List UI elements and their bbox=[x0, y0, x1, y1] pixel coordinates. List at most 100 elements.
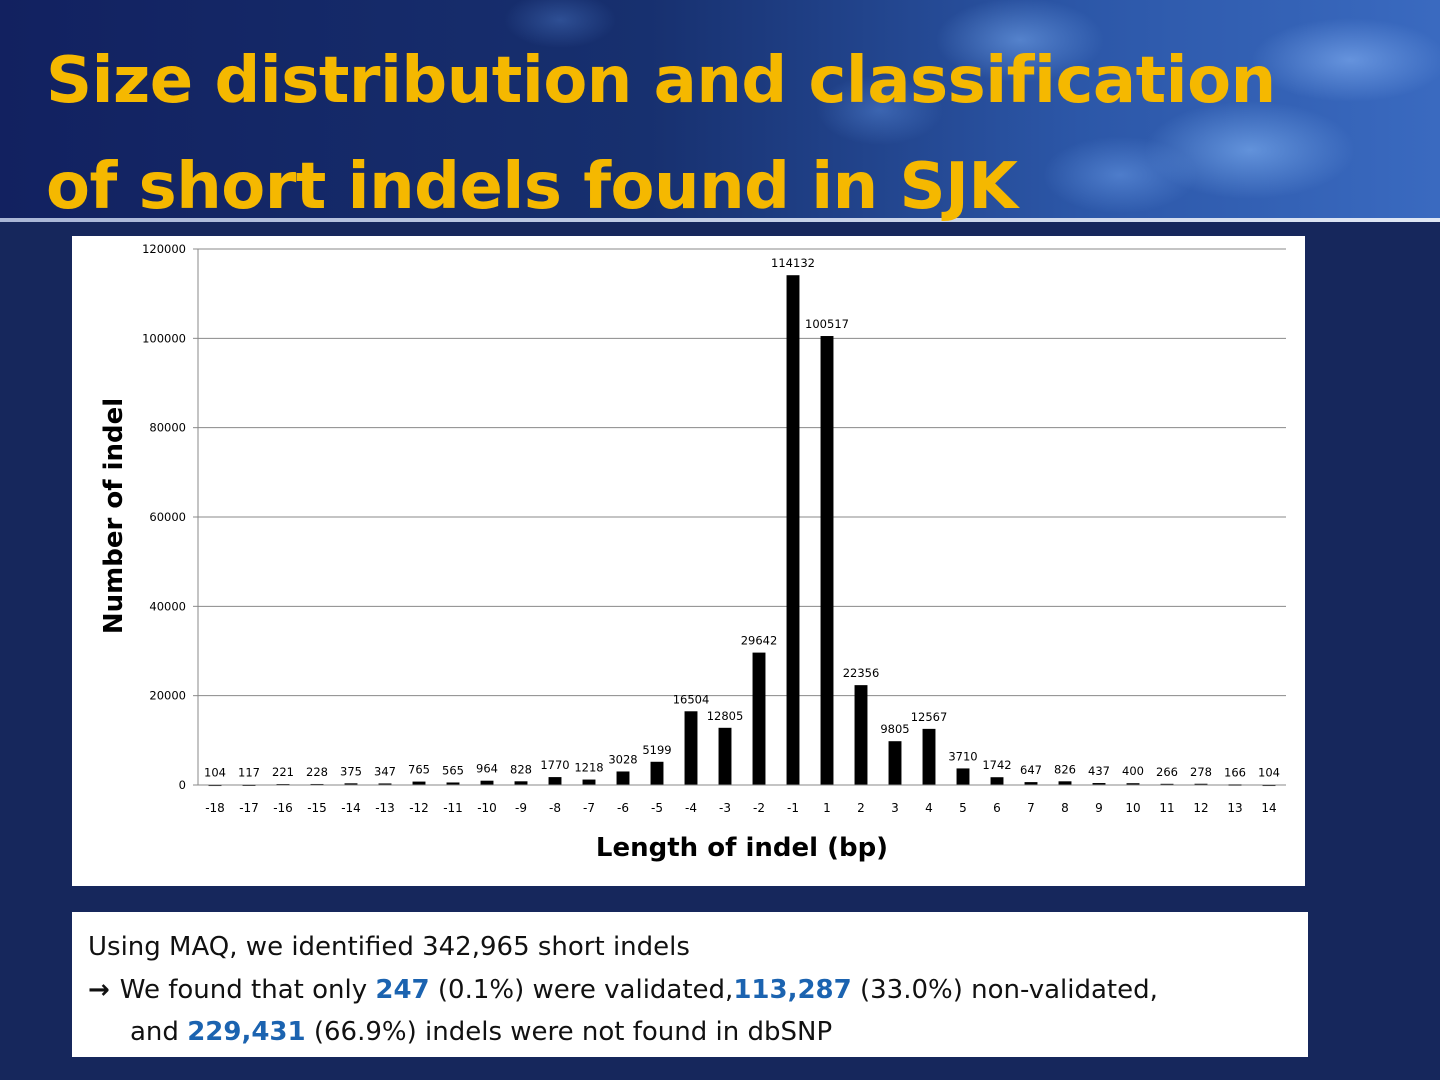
summary-line-2: → We found that only 247 (0.1%) were vali… bbox=[88, 969, 1292, 1012]
x-tick-label: -5 bbox=[651, 801, 663, 815]
bar bbox=[582, 779, 596, 785]
validated-count: 247 bbox=[375, 974, 430, 1005]
x-tick-label: 5 bbox=[959, 801, 967, 815]
data-label: 347 bbox=[374, 764, 396, 778]
bar bbox=[922, 728, 936, 785]
x-tick-label: 12 bbox=[1193, 801, 1208, 815]
banner-divider bbox=[0, 218, 1440, 222]
bar bbox=[412, 781, 426, 785]
x-tick-label: -4 bbox=[685, 801, 697, 815]
bar bbox=[616, 771, 630, 785]
bar bbox=[514, 781, 528, 785]
bar bbox=[752, 652, 766, 785]
y-tick-label: 20000 bbox=[149, 689, 186, 703]
data-label: 278 bbox=[1190, 765, 1212, 779]
x-tick-label: 11 bbox=[1159, 801, 1174, 815]
x-tick-label: 13 bbox=[1227, 801, 1242, 815]
bar bbox=[888, 741, 902, 785]
title-line-2: of short indels found in SJK bbox=[46, 150, 1018, 224]
bar bbox=[990, 777, 1004, 785]
summary-text-b: (0.1%) were validated, bbox=[429, 974, 734, 1005]
x-tick-label: -6 bbox=[617, 801, 629, 815]
bar bbox=[446, 782, 460, 785]
data-label: 104 bbox=[204, 766, 226, 780]
data-label: 228 bbox=[306, 765, 328, 779]
data-label: 9805 bbox=[880, 722, 909, 736]
data-labels: 104 117 221 228 375 347 765 565 964 828 1770 1218 30… bbox=[204, 256, 1280, 779]
y-tick-label: 100000 bbox=[142, 331, 186, 345]
x-tick-label: -9 bbox=[515, 801, 527, 815]
summary-box: Using MAQ, we identified 342,965 short i… bbox=[72, 912, 1308, 1057]
data-label: 12567 bbox=[911, 710, 948, 724]
data-label: 437 bbox=[1088, 764, 1110, 778]
grid-lines bbox=[193, 248, 1286, 786]
data-label: 826 bbox=[1054, 762, 1076, 776]
x-tick-label: -11 bbox=[443, 801, 463, 815]
x-tick-label: -14 bbox=[341, 801, 361, 815]
x-tick-label: -2 bbox=[753, 801, 765, 815]
summary-text-a: We found that only bbox=[119, 974, 376, 1005]
y-tick-label: 120000 bbox=[142, 242, 186, 256]
bar bbox=[1092, 783, 1106, 785]
data-label: 22356 bbox=[843, 666, 880, 680]
x-tick-label: 2 bbox=[857, 801, 865, 815]
y-tick-labels: 0 20000 40000 60000 80000 100000 120000 bbox=[142, 242, 186, 792]
y-tick-label: 40000 bbox=[149, 599, 186, 613]
data-label: 12805 bbox=[707, 709, 744, 723]
arrow-icon: → bbox=[88, 974, 110, 1005]
data-label: 3028 bbox=[608, 752, 637, 766]
bar bbox=[650, 761, 664, 785]
nonvalidated-count: 113,287 bbox=[733, 974, 852, 1005]
x-axis-label: Length of indel (bp) bbox=[596, 833, 888, 863]
title-line-1: Size distribution and classification bbox=[46, 44, 1276, 118]
x-tick-label: 7 bbox=[1027, 801, 1035, 815]
x-tick-label: -15 bbox=[307, 801, 327, 815]
x-tick-label: -18 bbox=[205, 801, 225, 815]
chart-panel: 104 117 221 228 375 347 765 565 964 828 1770 1218 30… bbox=[72, 236, 1305, 886]
bar bbox=[480, 780, 494, 785]
bar bbox=[1058, 781, 1072, 785]
data-label: 3710 bbox=[948, 749, 977, 763]
y-axis-label: Number of indel bbox=[99, 398, 129, 634]
x-tick-label: 1 bbox=[823, 801, 831, 815]
data-label: 1218 bbox=[574, 761, 603, 775]
x-tick-label: -16 bbox=[273, 801, 293, 815]
y-tick-label: 80000 bbox=[149, 421, 186, 435]
x-tick-label: -12 bbox=[409, 801, 429, 815]
x-tick-label: 9 bbox=[1095, 801, 1103, 815]
header-banner bbox=[0, 0, 1440, 222]
data-label: 1742 bbox=[982, 758, 1011, 772]
data-label: 1770 bbox=[540, 758, 569, 772]
y-tick-label: 0 bbox=[179, 778, 186, 792]
data-label: 647 bbox=[1020, 763, 1042, 777]
summary-line-3: and 229,431 (66.9%) indels were not foun… bbox=[88, 1011, 1292, 1054]
data-label: 565 bbox=[442, 763, 464, 777]
data-label: 16504 bbox=[673, 692, 710, 706]
bar bbox=[684, 711, 698, 785]
data-label: 375 bbox=[340, 764, 362, 778]
data-label: 117 bbox=[238, 765, 260, 779]
data-label: 114132 bbox=[771, 256, 815, 270]
bar bbox=[548, 777, 562, 785]
x-tick-label: 10 bbox=[1125, 801, 1140, 815]
x-tick-label: 14 bbox=[1261, 801, 1276, 815]
bar bbox=[956, 768, 970, 785]
x-tick-labels: -18 -17 -16 -15 -14 -13 -12 -11 -10 -9 -8 -7 -6 -5 -4-… bbox=[205, 801, 1276, 815]
data-label: 29642 bbox=[741, 634, 778, 648]
y-tick-label: 60000 bbox=[149, 510, 186, 524]
summary-text-c: (33.0%) non-validated, bbox=[851, 974, 1158, 1005]
x-tick-label: -1 bbox=[787, 801, 799, 815]
summary-line-1: Using MAQ, we identified 342,965 short i… bbox=[88, 932, 690, 962]
summary-text-e: (66.9%) indels were not found in dbSNP bbox=[305, 1017, 833, 1047]
x-tick-label: -13 bbox=[375, 801, 395, 815]
bar bbox=[718, 727, 732, 785]
data-label: 400 bbox=[1122, 764, 1144, 778]
bar bbox=[378, 783, 392, 785]
x-tick-label: -17 bbox=[239, 801, 259, 815]
x-tick-label: -10 bbox=[477, 801, 497, 815]
data-label: 964 bbox=[476, 762, 498, 776]
data-label: 100517 bbox=[805, 317, 849, 331]
x-tick-label: -7 bbox=[583, 801, 595, 815]
data-label: 5199 bbox=[642, 743, 671, 757]
data-label: 104 bbox=[1258, 766, 1280, 780]
